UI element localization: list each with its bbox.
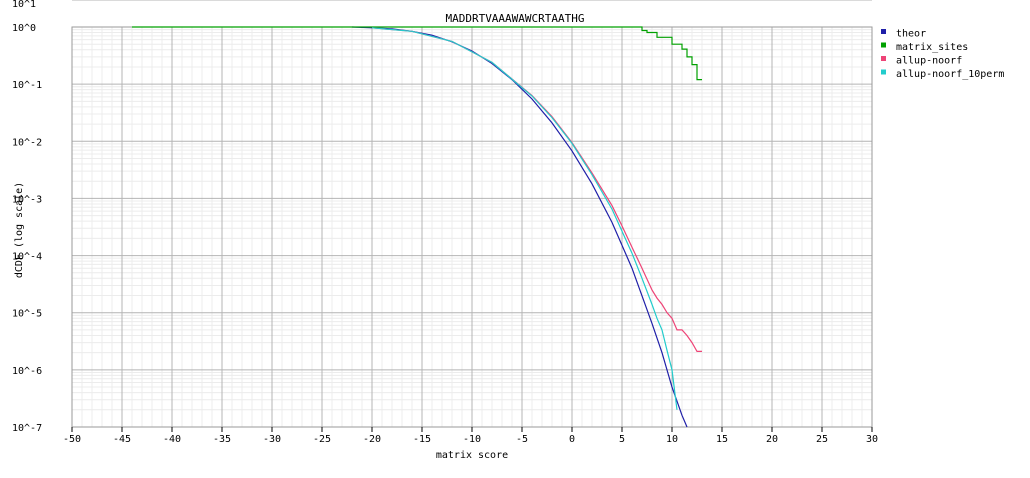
x-tick-label: -5 (516, 434, 528, 445)
legend-label-theor: theor (896, 29, 926, 40)
y-tick-label: 10^-7 (12, 423, 42, 434)
legend-marker-allup-noorf-10perm (881, 69, 886, 75)
x-tick-label: -40 (163, 434, 181, 445)
y-axis-label: dCDF (log scale) (14, 182, 25, 278)
x-axis-label: matrix score (436, 450, 508, 461)
x-tick-label: -30 (263, 434, 281, 445)
x-tick-label: 20 (766, 434, 778, 445)
y-tick-label: 10^-1 (12, 80, 42, 91)
y-tick-label: 10^-2 (12, 137, 42, 148)
x-tick-label: -20 (363, 434, 381, 445)
y-tick-label: 10^1 (12, 0, 36, 10)
x-tick-label: 30 (866, 434, 878, 445)
x-tick-label: 25 (816, 434, 828, 445)
y-tick-label: 10^-6 (12, 366, 42, 377)
x-tick-label: 5 (619, 434, 625, 445)
legend-label-matrix-sites: matrix_sites (896, 42, 968, 53)
series-line-allup-noorf-10perm (371, 27, 678, 410)
y-tick-label: 10^0 (12, 23, 36, 34)
x-tick-label: -35 (213, 434, 231, 445)
legend: theor matrix_sites allup-noorf allup-noorf_… (881, 29, 1004, 80)
y-tick-label: 10^-4 (12, 252, 42, 263)
series-line-matrix-sites (132, 26, 702, 81)
y-axis: 10^-7 10^-6 10^-5 10^-4 10^-3 10^-2 10^-1 10^0 1… (12, 0, 42, 434)
x-tick-label: -10 (463, 434, 481, 445)
x-tick-label: -15 (413, 434, 431, 445)
x-tick-label: 15 (716, 434, 728, 445)
legend-marker-matrix-sites (881, 42, 886, 48)
legend-marker-allup-noorf (881, 56, 886, 61)
x-tick-label: -50 (63, 434, 81, 445)
y-tick-label: 10^-5 (12, 309, 42, 320)
legend-label-allup-noorf-10perm: allup-noorf_10perm (896, 69, 1004, 80)
chart-title: MADDRTVAAAWAWCRTAATHG (445, 12, 584, 25)
x-tick-label: 10 (666, 434, 678, 445)
series-lines (132, 26, 702, 428)
legend-marker-theor (881, 29, 886, 34)
x-tick-label: -45 (113, 434, 131, 445)
legend-label-allup-noorf: allup-noorf (896, 56, 962, 67)
y-tick-label: 10^-3 (12, 194, 42, 205)
x-tick-label: 0 (569, 434, 575, 445)
x-tick-label: -25 (313, 434, 331, 445)
x-axis: -50 -45 -40 -35 -30 -25 -20 -15 -10 -5 0 5 10 15 20 25 3… (63, 427, 878, 445)
